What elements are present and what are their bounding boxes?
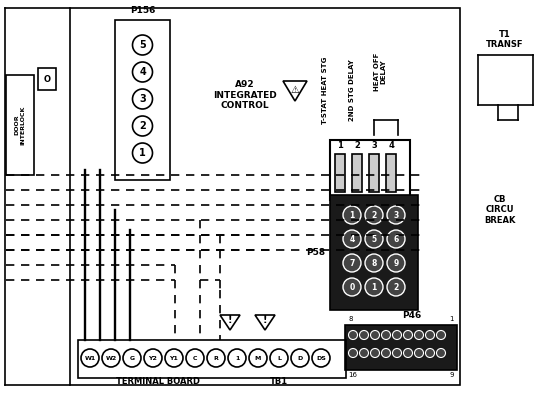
Text: 1: 1: [449, 316, 454, 322]
Text: P156: P156: [130, 6, 155, 15]
Circle shape: [392, 348, 402, 357]
Circle shape: [343, 230, 361, 248]
Text: CB
CIRCU
BREAK: CB CIRCU BREAK: [484, 195, 516, 225]
Text: T1
TRANSF: T1 TRANSF: [486, 30, 524, 49]
Circle shape: [365, 278, 383, 296]
Text: 9: 9: [393, 258, 399, 267]
Circle shape: [414, 348, 423, 357]
Text: P58: P58: [306, 248, 325, 257]
Circle shape: [387, 206, 405, 224]
Circle shape: [387, 230, 405, 248]
Text: 8: 8: [348, 316, 352, 322]
Text: 16: 16: [348, 372, 357, 378]
Text: DS: DS: [316, 356, 326, 361]
Circle shape: [360, 331, 368, 339]
Text: !: !: [228, 315, 232, 325]
Bar: [352, 154, 362, 192]
Circle shape: [392, 331, 402, 339]
Text: 1: 1: [350, 211, 355, 220]
Text: 2: 2: [371, 211, 377, 220]
Text: G: G: [130, 356, 135, 361]
Bar: [330, 195, 418, 310]
Circle shape: [403, 348, 413, 357]
Text: 4: 4: [350, 235, 355, 243]
Text: 8: 8: [371, 258, 377, 267]
Text: 0: 0: [350, 282, 355, 292]
Circle shape: [387, 254, 405, 272]
Text: 3: 3: [139, 94, 146, 104]
Circle shape: [425, 348, 434, 357]
Text: 4: 4: [139, 67, 146, 77]
Circle shape: [365, 230, 383, 248]
Text: TERMINAL BOARD: TERMINAL BOARD: [116, 377, 201, 386]
Circle shape: [360, 348, 368, 357]
Text: D: D: [297, 356, 302, 361]
Circle shape: [414, 331, 423, 339]
Text: 1: 1: [337, 141, 343, 149]
Text: 5: 5: [139, 40, 146, 50]
Text: 3: 3: [393, 211, 399, 220]
Bar: [38, 68, 56, 90]
Circle shape: [343, 254, 361, 272]
Circle shape: [343, 206, 361, 224]
Circle shape: [348, 331, 357, 339]
Text: 5: 5: [371, 235, 377, 243]
Circle shape: [437, 348, 445, 357]
Text: M: M: [255, 356, 261, 361]
Circle shape: [382, 331, 391, 339]
Text: Y1: Y1: [170, 356, 178, 361]
Text: 2ND STG DELAY: 2ND STG DELAY: [349, 59, 355, 121]
Circle shape: [403, 331, 413, 339]
Bar: [115, 20, 170, 180]
Circle shape: [382, 348, 391, 357]
Text: 6: 6: [393, 235, 399, 243]
Text: Y2: Y2: [148, 356, 157, 361]
Text: W1: W1: [84, 356, 96, 361]
Bar: [78, 340, 346, 378]
Bar: [345, 325, 457, 370]
Text: TB1: TB1: [270, 377, 288, 386]
Text: 2: 2: [354, 141, 360, 149]
Circle shape: [365, 206, 383, 224]
Text: 1: 1: [139, 148, 146, 158]
Circle shape: [365, 254, 383, 272]
Text: 7: 7: [350, 258, 355, 267]
Text: 1: 1: [371, 282, 377, 292]
Circle shape: [371, 331, 379, 339]
Text: 3: 3: [371, 141, 377, 149]
Bar: [6, 75, 34, 175]
Text: 2: 2: [393, 282, 399, 292]
Text: 4: 4: [388, 141, 394, 149]
Text: R: R: [213, 356, 218, 361]
Circle shape: [348, 348, 357, 357]
Text: 2: 2: [139, 121, 146, 131]
Text: DOOR
INTERLOCK: DOOR INTERLOCK: [14, 105, 25, 145]
Bar: [70, 8, 460, 385]
Text: 9: 9: [449, 372, 454, 378]
Bar: [369, 154, 379, 192]
Circle shape: [343, 278, 361, 296]
Text: A92
INTEGRATED
CONTROL: A92 INTEGRATED CONTROL: [213, 80, 277, 110]
Text: W2: W2: [105, 356, 117, 361]
Text: HEAT OFF
DELAY: HEAT OFF DELAY: [373, 53, 387, 91]
Text: 1: 1: [235, 356, 239, 361]
Text: O: O: [44, 75, 50, 83]
Text: P46: P46: [403, 311, 422, 320]
Text: T-STAT HEAT STG: T-STAT HEAT STG: [322, 56, 328, 124]
Bar: [386, 154, 396, 192]
Bar: [330, 140, 410, 200]
Text: ⚠: ⚠: [291, 85, 299, 95]
Text: !: !: [263, 315, 267, 325]
Text: L: L: [277, 356, 281, 361]
Circle shape: [387, 278, 405, 296]
Circle shape: [371, 348, 379, 357]
Bar: [335, 154, 345, 192]
Text: C: C: [193, 356, 197, 361]
Circle shape: [437, 331, 445, 339]
Circle shape: [425, 331, 434, 339]
